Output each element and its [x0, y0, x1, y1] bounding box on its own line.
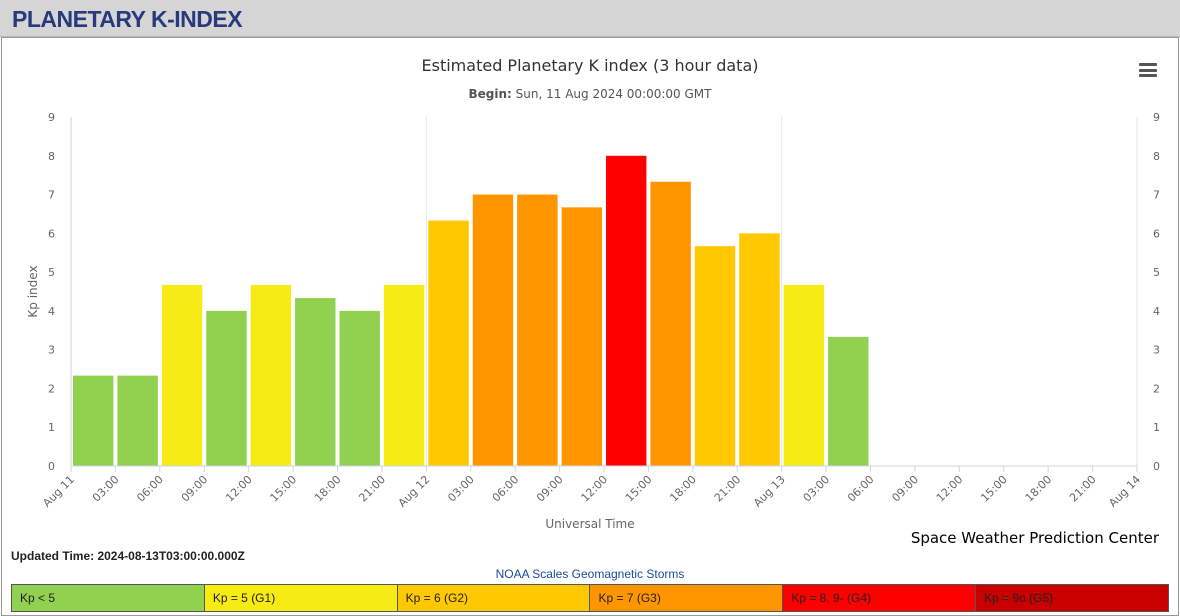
kp-bar: [295, 298, 336, 466]
kp-bar: [117, 375, 158, 466]
kp-bar: [73, 375, 114, 466]
y-tick-label-right: 3: [1153, 344, 1160, 357]
y-tick-label-right: 5: [1153, 266, 1160, 279]
x-tick-label: 09:00: [534, 473, 566, 505]
x-tick-label: 21:00: [1067, 473, 1099, 505]
y-tick-label-left: 5: [48, 266, 55, 279]
y-tick-label-left: 0: [48, 460, 55, 473]
x-tick-label: Aug 12: [396, 473, 433, 510]
y-tick-label-right: 9: [1153, 111, 1160, 124]
y-tick-label-left: 1: [48, 421, 55, 434]
y-tick-label-right: 2: [1153, 382, 1160, 395]
kp-bar: [517, 194, 558, 467]
chart-subtitle: Begin: Sun, 11 Aug 2024 00:00:00 GMT: [0, 87, 1180, 101]
x-tick-label: 18:00: [667, 473, 699, 505]
kp-bar: [650, 181, 691, 466]
kp-bar: [161, 284, 203, 466]
x-tick-label: 21:00: [712, 473, 744, 505]
kp-bar: [383, 284, 425, 466]
legend-item: Kp < 5: [12, 585, 205, 611]
x-tick-label: 06:00: [845, 473, 877, 505]
x-tick-label: 03:00: [90, 473, 122, 505]
y-tick-label-right: 6: [1153, 227, 1160, 240]
kp-bar: [472, 194, 514, 467]
kp-bar: [606, 155, 647, 466]
page-title: PLANETARY K-INDEX: [12, 6, 243, 32]
y-tick-label-right: 7: [1153, 189, 1160, 202]
hamburger-menu-icon[interactable]: [1139, 63, 1157, 77]
kp-bar: [828, 336, 869, 466]
subtitle-label: Begin:: [468, 87, 512, 101]
x-tick-label: 06:00: [490, 473, 522, 505]
legend-item: Kp = 7 (G3): [590, 585, 784, 611]
x-tick-label: 12:00: [223, 473, 255, 505]
x-tick-label: 06:00: [134, 473, 166, 505]
y-tick-label-left: 3: [48, 344, 55, 357]
legend-item: Kp = 9o (G5): [976, 585, 1168, 611]
y-axis-title: Kp index: [26, 265, 40, 317]
legend-title: NOAA Scales Geomagnetic Storms: [495, 567, 685, 581]
x-tick-label: 12:00: [934, 473, 966, 505]
y-tick-label-left: 7: [48, 189, 55, 202]
x-tick-label: 03:00: [445, 473, 477, 505]
y-tick-label-left: 6: [48, 227, 55, 240]
credit-text: Space Weather Prediction Center: [910, 529, 1159, 547]
kp-bar: [206, 310, 247, 466]
legend-item: Kp = 5 (G1): [204, 585, 398, 611]
y-tick-label-left: 8: [48, 150, 55, 163]
kp-bar: [561, 207, 602, 466]
x-tick-label: 18:00: [312, 473, 344, 505]
x-tick-label: 09:00: [179, 473, 211, 505]
legend-item: Kp = 8, 9- (G4): [783, 585, 977, 611]
x-axis-title: Universal Time: [545, 517, 634, 531]
kp-bar: [428, 220, 469, 466]
x-tick-label: 15:00: [978, 473, 1010, 505]
kp-bar: [783, 284, 825, 466]
y-tick-label-right: 4: [1153, 305, 1160, 318]
kp-bar: [250, 284, 292, 466]
legend: Kp < 5 Kp = 5 (G1) Kp = 6 (G2) Kp = 7 (G3) K…: [11, 584, 1169, 612]
y-tick-label-left: 2: [48, 382, 55, 395]
x-tick-label: Aug 14: [1106, 473, 1143, 510]
y-tick-label-right: 1: [1153, 421, 1160, 434]
y-tick-label-left: 4: [48, 305, 55, 318]
x-tick-label: 15:00: [623, 473, 655, 505]
legend-item: Kp = 6 (G2): [397, 585, 591, 611]
kp-bar: [694, 246, 736, 466]
kp-bar: [739, 233, 780, 466]
x-tick-label: 21:00: [356, 473, 388, 505]
subtitle-value: Sun, 11 Aug 2024 00:00:00 GMT: [515, 87, 712, 101]
page-header: PLANETARY K-INDEX: [0, 0, 1180, 37]
y-tick-label-left: 9: [48, 111, 55, 124]
x-tick-label: 03:00: [801, 473, 833, 505]
x-tick-label: Aug 13: [751, 473, 788, 510]
x-tick-label: Aug 11: [40, 473, 77, 510]
kp-bar: [339, 310, 380, 466]
x-tick-label: 09:00: [889, 473, 921, 505]
chart-title: Estimated Planetary K index (3 hour data…: [421, 56, 759, 75]
x-tick-label: 18:00: [1023, 473, 1055, 505]
y-tick-label-right: 8: [1153, 150, 1160, 163]
x-tick-label: 12:00: [579, 473, 611, 505]
y-tick-label-right: 0: [1153, 460, 1160, 473]
updated-time: Updated Time: 2024-08-13T03:00:00.000Z: [11, 549, 245, 563]
x-tick-label: 15:00: [268, 473, 300, 505]
